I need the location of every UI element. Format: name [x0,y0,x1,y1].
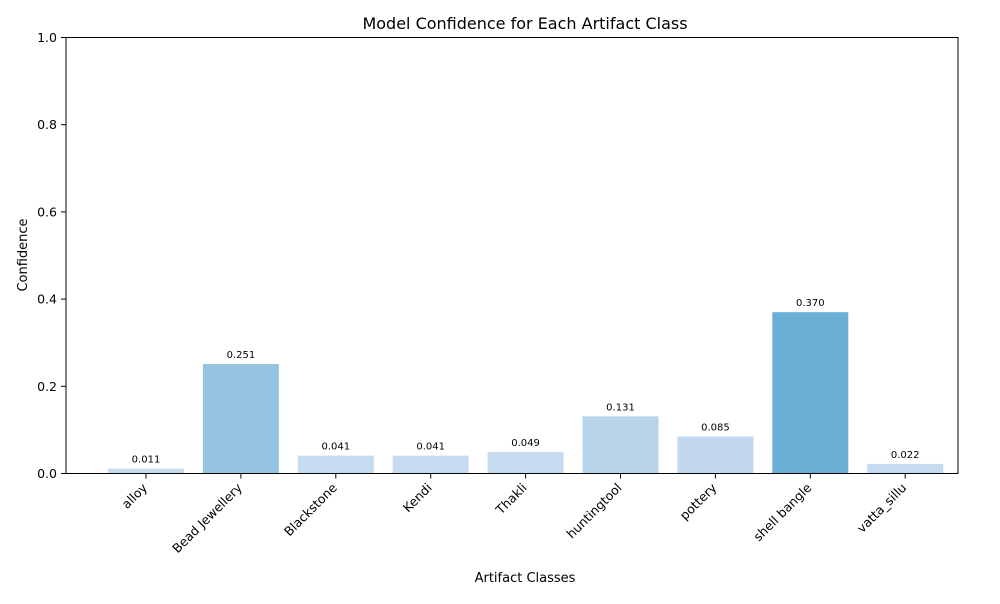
bar-value-label: 0.251 [227,350,256,361]
x-tick-label: Bead Jewellery [169,480,245,556]
bar [772,312,849,474]
x-tick-label: Kendi [400,480,435,515]
bar [108,468,184,474]
bar [297,455,374,474]
y-tick-label: 1.0 [37,30,57,45]
bar-value-label: 0.041 [416,442,445,453]
bar-value-label: 0.049 [511,438,540,449]
y-tick-label: 0.6 [37,204,57,219]
data-labels-layer: 0.011 0.251 0.041 0.041 0.049 0.131 0.085 0.370… [132,298,920,466]
bar-value-label: 0.085 [701,422,730,433]
bar-value-label: 0.041 [321,442,350,453]
x-tick-label: shell bangle [750,480,814,544]
bar-value-label: 0.370 [796,298,825,309]
x-axis-ticks: alloy Bead Jewellery Blackstone Kendi Thakli… [119,473,910,556]
bar [677,436,754,474]
bar-value-label: 0.131 [606,402,635,413]
x-tick-label: Thakli [492,480,530,518]
x-tick-label: Blackstone [281,480,340,539]
y-tick-label: 0.4 [37,292,57,307]
plot-area-frame [65,37,959,474]
x-tick-label: pottery [677,480,720,523]
bar [867,463,944,474]
y-tick-label: 0.2 [37,379,57,394]
bar [487,452,564,474]
y-tick-label: 0.8 [37,117,57,132]
bar-value-label: 0.022 [891,450,920,461]
bar-value-label: 0.011 [132,455,161,466]
bars-layer [108,312,944,474]
x-tick-label: alloy [119,480,151,512]
x-axis-label: Artifact Classes [475,571,576,586]
bar [582,416,659,474]
y-axis-label: Confidence [16,218,31,291]
bar [202,364,279,474]
x-tick-label: huntingtool [563,480,624,541]
chart-title: Model Confidence for Each Artifact Class [362,14,687,33]
bar [392,455,469,474]
x-tick-label: vatta_sillu [854,480,910,536]
y-tick-label: 0.0 [37,466,57,481]
y-axis-ticks: 0.0 0.2 0.4 0.6 0.8 1.0 [37,30,66,481]
